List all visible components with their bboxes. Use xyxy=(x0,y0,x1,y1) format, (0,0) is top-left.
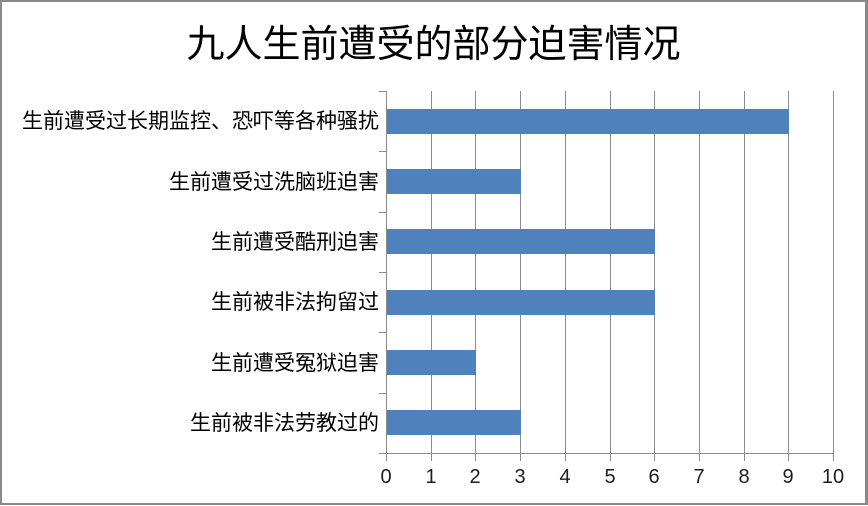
gridline xyxy=(475,91,476,453)
y-tick-mark xyxy=(379,212,386,213)
x-tick-mark xyxy=(431,453,432,461)
y-tick-mark xyxy=(379,332,386,333)
axis-x-line xyxy=(386,453,834,454)
x-tick-label: 2 xyxy=(469,466,481,488)
gridline xyxy=(565,91,566,453)
axis-y-line xyxy=(386,91,387,453)
gridline xyxy=(610,91,611,453)
x-tick-label: 5 xyxy=(604,466,616,488)
gridline xyxy=(520,91,521,453)
category-label: 生前遭受冤狱迫害 xyxy=(211,351,379,375)
x-tick-mark xyxy=(475,453,476,461)
gridline xyxy=(699,91,700,453)
x-tick-mark xyxy=(788,453,789,461)
category-label: 生前遭受酷刑迫害 xyxy=(211,230,379,254)
x-tick-mark xyxy=(610,453,611,461)
x-tick-mark xyxy=(565,453,566,461)
x-tick-label: 0 xyxy=(380,466,392,488)
x-tick-mark xyxy=(833,453,834,461)
bar xyxy=(387,290,655,315)
x-tick-label: 10 xyxy=(821,466,845,488)
x-tick-label: 7 xyxy=(693,466,705,488)
x-tick-mark xyxy=(386,453,387,461)
category-label: 生前被非法拘留过 xyxy=(211,290,379,314)
bar xyxy=(387,229,655,254)
chart-title: 九人生前遭受的部分迫害情况 xyxy=(186,22,681,66)
bar xyxy=(387,350,476,375)
category-label: 生前遭受过长期监控、恐吓等各种骚扰 xyxy=(22,109,379,133)
x-tick-label: 9 xyxy=(782,466,794,488)
gridline xyxy=(654,91,655,453)
gridline xyxy=(788,91,789,453)
x-tick-label: 6 xyxy=(648,466,660,488)
gridline xyxy=(833,91,834,453)
bar xyxy=(387,410,521,435)
bar xyxy=(387,169,521,194)
y-tick-mark xyxy=(379,91,386,92)
gridline xyxy=(431,91,432,453)
x-tick-mark xyxy=(744,453,745,461)
x-tick-mark xyxy=(654,453,655,461)
x-tick-label: 3 xyxy=(514,466,526,488)
category-label: 生前遭受过洗脑班迫害 xyxy=(169,170,379,194)
y-tick-mark xyxy=(379,393,386,394)
bar xyxy=(387,109,789,134)
x-tick-mark xyxy=(699,453,700,461)
y-tick-mark xyxy=(379,151,386,152)
y-tick-mark xyxy=(379,453,386,454)
category-label: 生前被非法劳教过的 xyxy=(190,411,379,435)
gridline xyxy=(744,91,745,453)
y-tick-mark xyxy=(379,272,386,273)
x-tick-label: 4 xyxy=(559,466,571,488)
x-tick-label: 1 xyxy=(425,466,437,488)
x-tick-mark xyxy=(520,453,521,461)
x-tick-label: 8 xyxy=(738,466,750,488)
